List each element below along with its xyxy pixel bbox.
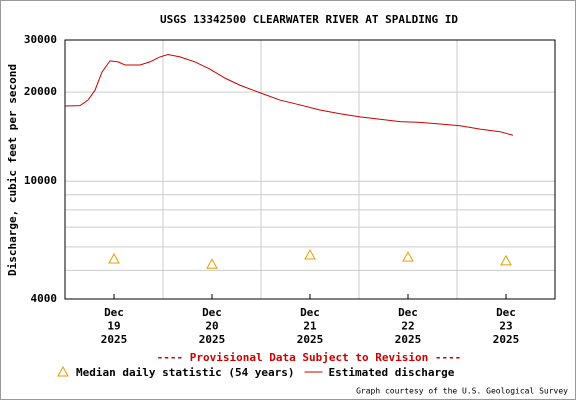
x-tick-label: 22 — [401, 320, 414, 333]
x-tick-label: Dec — [104, 306, 124, 319]
median-marker — [108, 252, 120, 264]
plot-border — [64, 39, 556, 300]
median-marker — [304, 249, 316, 260]
x-tick-label: Dec — [300, 306, 320, 319]
annotation: ---- Provisional Data Subject to Revisio… — [157, 351, 462, 364]
plot-area — [65, 40, 555, 299]
x-tick-label: Dec — [202, 306, 222, 319]
median-marker — [206, 258, 218, 269]
x-tick-label: 19 — [107, 320, 120, 333]
x-tick-label: Dec — [398, 306, 418, 319]
discharge-line — [64, 53, 514, 136]
median-marker — [402, 251, 414, 262]
chart-title: USGS 13342500 CLEARWATER RIVER AT SPALDI… — [160, 13, 458, 26]
x-tick-label: Dec — [496, 306, 516, 319]
x-tick-label: 2025 — [199, 333, 226, 346]
x-tick-label: 2025 — [297, 333, 324, 346]
legend-label: Median daily statistic (54 years) — [76, 366, 295, 379]
legend-marker — [57, 365, 69, 377]
x-tick-label: 21 — [303, 320, 317, 333]
y-tick-label: 10000 — [24, 174, 57, 187]
x-tick-label: 20 — [205, 320, 218, 333]
y-tick-label: 20000 — [24, 85, 57, 98]
x-tick-label: 2025 — [493, 333, 520, 346]
median-marker — [500, 254, 512, 266]
y-tick-label: 4000 — [31, 292, 58, 305]
y-tick-label: 30000 — [24, 33, 57, 46]
x-tick-label: 23 — [499, 320, 512, 333]
y-axis-label: Discharge, cubic feet per second — [6, 64, 19, 276]
legend-label: Estimated discharge — [329, 366, 455, 379]
credit: Graph courtesy of the U.S. Geological Su… — [356, 387, 568, 396]
x-tick-label: 2025 — [101, 333, 128, 346]
x-tick-label: 2025 — [395, 333, 422, 346]
